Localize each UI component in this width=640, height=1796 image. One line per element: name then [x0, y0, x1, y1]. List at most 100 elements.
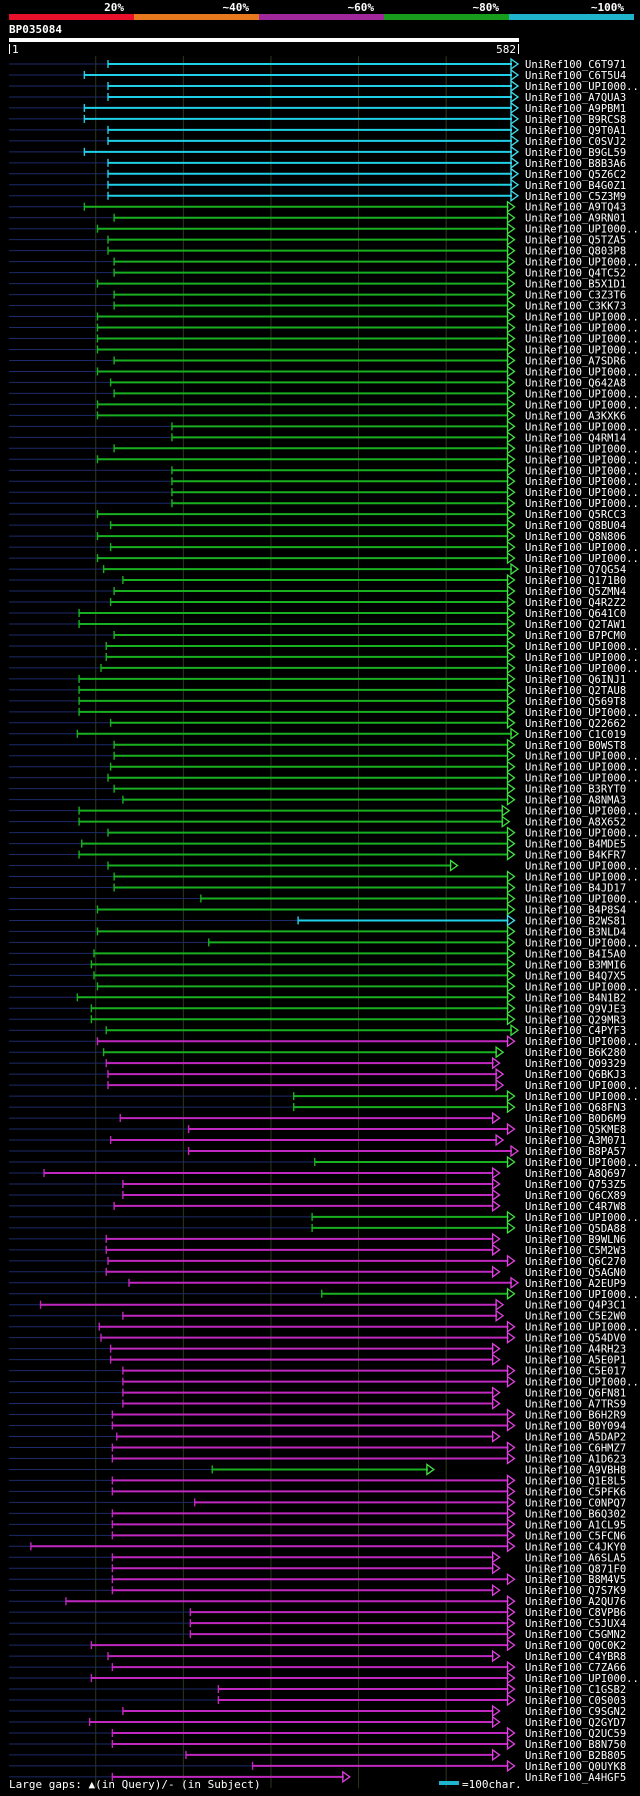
hit-label[interactable]: UniRef100_UPI000..	[525, 751, 639, 763]
hit-row[interactable]: UniRef100_Q0C0K2	[9, 1638, 626, 1652]
hit-row[interactable]: UniRef100_Q2TAU8	[9, 683, 626, 697]
hit-label[interactable]: UniRef100_B4G0Z1	[525, 180, 626, 192]
hit-label[interactable]: UniRef100_B8M4V5	[525, 1574, 626, 1586]
hit-label[interactable]: UniRef100_A2EUP9	[525, 1278, 626, 1290]
hit-row[interactable]: UniRef100_Q7QG54	[9, 562, 626, 576]
hit-row[interactable]: UniRef100_Q4P3C1	[9, 1298, 626, 1312]
hit-row[interactable]: UniRef100_UPI000..	[9, 398, 639, 411]
hit-row[interactable]: UniRef100_UPI000..	[9, 760, 639, 774]
hit-row[interactable]: UniRef100_UPI000..	[9, 1078, 639, 1092]
hit-row[interactable]: UniRef100_C6T5U4	[9, 68, 626, 82]
hit-label[interactable]: UniRef100_UPI000..	[525, 388, 639, 400]
hit-label[interactable]: UniRef100_A4HGF5	[525, 1772, 626, 1784]
hit-row[interactable]: UniRef100_Q753Z5	[9, 1177, 626, 1191]
hit-label[interactable]: UniRef100_UPI000..	[525, 421, 639, 433]
hit-row[interactable]: UniRef100_UPI000..	[9, 1671, 639, 1685]
hit-label[interactable]: UniRef100_UPI000..	[525, 224, 639, 236]
hit-row[interactable]: UniRef100_B0Y094	[9, 1419, 626, 1433]
hit-row[interactable]: UniRef100_A3KXK6	[9, 409, 626, 422]
hit-label[interactable]: UniRef100_B0WST8	[525, 740, 626, 752]
hit-row[interactable]: UniRef100_UPI000..	[9, 771, 639, 785]
hit-row[interactable]: UniRef100_B8N750	[9, 1737, 626, 1751]
hit-label[interactable]: UniRef100_B6Q302	[525, 1508, 626, 1520]
hit-label[interactable]: UniRef100_UPI000..	[525, 1289, 639, 1301]
hit-row[interactable]: UniRef100_A3M071	[9, 1133, 626, 1147]
hit-label[interactable]: UniRef100_C4R7W8	[525, 1201, 626, 1213]
hit-row[interactable]: UniRef100_A8X652	[9, 815, 626, 829]
hit-label[interactable]: UniRef100_UPI000..	[525, 1377, 639, 1389]
hit-row[interactable]: UniRef100_Q641C0	[9, 606, 626, 620]
hit-label[interactable]: UniRef100_B6K280	[525, 1047, 626, 1059]
hit-row[interactable]: UniRef100_Q22662	[9, 716, 626, 730]
hit-row[interactable]: UniRef100_B8M4V5	[9, 1572, 626, 1586]
hit-label[interactable]: UniRef100_B4MDE5	[525, 839, 626, 851]
hit-row[interactable]: UniRef100_B5X1D1	[9, 277, 626, 291]
hit-label[interactable]: UniRef100_UPI000..	[525, 1091, 639, 1103]
hit-label[interactable]: UniRef100_Q0UYK8	[525, 1761, 626, 1773]
hit-row[interactable]: UniRef100_UPI000..	[9, 826, 639, 840]
hit-label[interactable]: UniRef100_C6T5U4	[525, 70, 626, 82]
hit-label[interactable]: UniRef100_UPI000..	[525, 443, 639, 455]
hit-row[interactable]: UniRef100_B6K280	[9, 1045, 626, 1059]
hit-label[interactable]: UniRef100_B2WS81	[525, 915, 626, 927]
hit-label[interactable]: UniRef100_A9RN01	[525, 213, 626, 225]
hit-label[interactable]: UniRef100_Q7S7K9	[525, 1585, 626, 1597]
hit-label[interactable]: UniRef100_Q171B0	[525, 575, 626, 587]
hit-label[interactable]: UniRef100_C5GMN2	[525, 1629, 626, 1641]
hit-row[interactable]: UniRef100_UPI000..	[9, 1320, 639, 1334]
hit-row[interactable]: UniRef100_UPI000..	[9, 79, 639, 93]
hit-label[interactable]: UniRef100_Q54DV0	[525, 1333, 626, 1345]
hit-row[interactable]: UniRef100_B4N1B2	[9, 991, 626, 1004]
hit-row[interactable]: UniRef100_UPI000..	[9, 453, 639, 466]
hit-label[interactable]: UniRef100_UPI000..	[525, 1036, 639, 1048]
hit-label[interactable]: UniRef100_B9RCS8	[525, 114, 626, 126]
hit-row[interactable]: UniRef100_A9TQ43	[9, 200, 626, 214]
hit-label[interactable]: UniRef100_C5E2W0	[525, 1311, 626, 1323]
hit-label[interactable]: UniRef100_UPI000..	[525, 937, 639, 949]
hit-label[interactable]: UniRef100_Q5ZMN4	[525, 586, 626, 598]
hit-row[interactable]: UniRef100_UPI000..	[9, 387, 639, 400]
hit-row[interactable]: UniRef100_Q6CX89	[9, 1188, 626, 1202]
hit-row[interactable]: UniRef100_B6H2R9	[9, 1408, 626, 1422]
hit-row[interactable]: UniRef100_UPI000..	[9, 365, 639, 378]
hit-row[interactable]: UniRef100_UPI000..	[9, 321, 639, 335]
hit-label[interactable]: UniRef100_UPI000..	[525, 1157, 639, 1169]
hit-row[interactable]: UniRef100_UPI000..	[9, 1210, 639, 1224]
hit-row[interactable]: UniRef100_B6Q302	[9, 1507, 626, 1520]
hit-row[interactable]: UniRef100_A1D623	[9, 1452, 626, 1465]
hit-label[interactable]: UniRef100_UPI000..	[525, 454, 639, 466]
hit-row[interactable]: UniRef100_Q2TAW1	[9, 617, 626, 631]
hit-row[interactable]: UniRef100_UPI000..	[9, 650, 639, 664]
hit-row[interactable]: UniRef100_UPI000..	[9, 892, 639, 905]
hit-row[interactable]: UniRef100_C5E017	[9, 1364, 626, 1378]
hit-label[interactable]: UniRef100_Q8N806	[525, 531, 626, 543]
hit-row[interactable]: UniRef100_C0NPQ7	[9, 1496, 626, 1509]
hit-row[interactable]: UniRef100_Q642A8	[9, 376, 626, 389]
hit-label[interactable]: UniRef100_Q2UC59	[525, 1728, 626, 1740]
hit-row[interactable]: UniRef100_B2WS81	[9, 914, 626, 927]
hit-row[interactable]: UniRef100_Q6C270	[9, 1254, 626, 1268]
hit-row[interactable]: UniRef100_Q1E8L5	[9, 1474, 626, 1487]
hit-label[interactable]: UniRef100_UPI000..	[525, 366, 639, 378]
hit-row[interactable]: UniRef100_C0SVJ2	[9, 134, 626, 148]
hit-row[interactable]: UniRef100_Q54DV0	[9, 1331, 626, 1345]
hit-row[interactable]: UniRef100_C5GMN2	[9, 1627, 626, 1641]
hit-row[interactable]: UniRef100_A4RH23	[9, 1342, 626, 1356]
hit-label[interactable]: UniRef100_Q4TC52	[525, 268, 626, 280]
hit-row[interactable]: UniRef100_UPI000..	[9, 551, 639, 565]
hit-label[interactable]: UniRef100_Q09329	[525, 1058, 626, 1070]
hit-row[interactable]: UniRef100_Q5KME8	[9, 1122, 626, 1136]
hit-row[interactable]: UniRef100_C5FCN6	[9, 1529, 626, 1542]
hit-label[interactable]: UniRef100_B0D6M9	[525, 1113, 626, 1125]
hit-row[interactable]: UniRef100_Q6INJ1	[9, 672, 626, 686]
hit-label[interactable]: UniRef100_C1GSB2	[525, 1684, 626, 1696]
hit-label[interactable]: UniRef100_B8B3A6	[525, 158, 626, 170]
hit-label[interactable]: UniRef100_C0SVJ2	[525, 136, 626, 148]
hit-label[interactable]: UniRef100_Q5DA88	[525, 1223, 626, 1235]
hit-label[interactable]: UniRef100_B8PA57	[525, 1146, 626, 1158]
hit-label[interactable]: UniRef100_Q4P3C1	[525, 1300, 626, 1312]
hit-row[interactable]: UniRef100_B0D6M9	[9, 1111, 626, 1125]
hit-row[interactable]: UniRef100_A5E0P1	[9, 1353, 626, 1367]
hit-row[interactable]: UniRef100_Q6FN81	[9, 1386, 626, 1400]
hit-row[interactable]: UniRef100_Q8BU04	[9, 518, 626, 532]
